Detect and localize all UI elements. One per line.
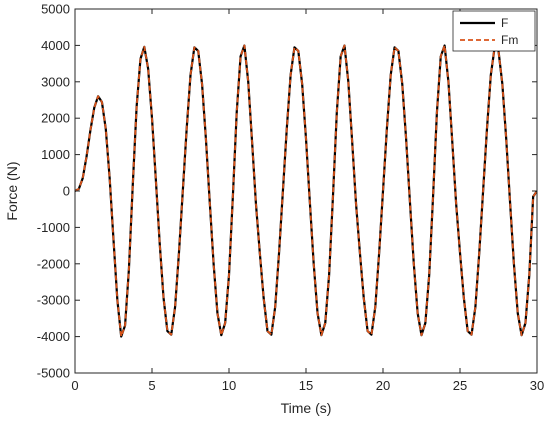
series-line-fm bbox=[75, 44, 537, 338]
axis-ticks: 0 5 10 15 20 25 30 -5000 -4000 -3000 -2000 -1000 0 10… bbox=[37, 2, 544, 394]
x-axis-label: Time (s) bbox=[281, 400, 332, 416]
y-tick-label: -4000 bbox=[37, 329, 70, 344]
y-tick-label: 0 bbox=[63, 184, 70, 199]
legend-box bbox=[452, 10, 536, 52]
y-tick-label: -3000 bbox=[37, 293, 70, 308]
x-tick-label: 20 bbox=[376, 378, 390, 393]
legend-label-f: F bbox=[501, 16, 508, 30]
legend-label-fm: Fm bbox=[501, 33, 518, 47]
y-tick-label: 5000 bbox=[41, 2, 70, 17]
y-tick-label: -2000 bbox=[37, 256, 70, 271]
y-tick-label: 1000 bbox=[41, 147, 70, 162]
y-tick-label: -5000 bbox=[37, 366, 70, 381]
legend: F Fm bbox=[452, 10, 536, 52]
y-tick-label: -1000 bbox=[37, 220, 70, 235]
x-tick-label: 25 bbox=[453, 378, 467, 393]
y-axis-label: Force (N) bbox=[4, 161, 20, 220]
y-tick-label: 3000 bbox=[41, 74, 70, 89]
y-tick-label: 4000 bbox=[41, 38, 70, 53]
x-tick-label: 15 bbox=[299, 378, 313, 393]
x-tick-label: 10 bbox=[222, 378, 236, 393]
x-tick-label: 0 bbox=[71, 378, 78, 393]
axis-labels: Time (s) Force (N) bbox=[4, 161, 331, 416]
x-tick-label: 5 bbox=[148, 378, 155, 393]
x-tick-label: 30 bbox=[530, 378, 544, 393]
y-tick-label: 2000 bbox=[41, 111, 70, 126]
